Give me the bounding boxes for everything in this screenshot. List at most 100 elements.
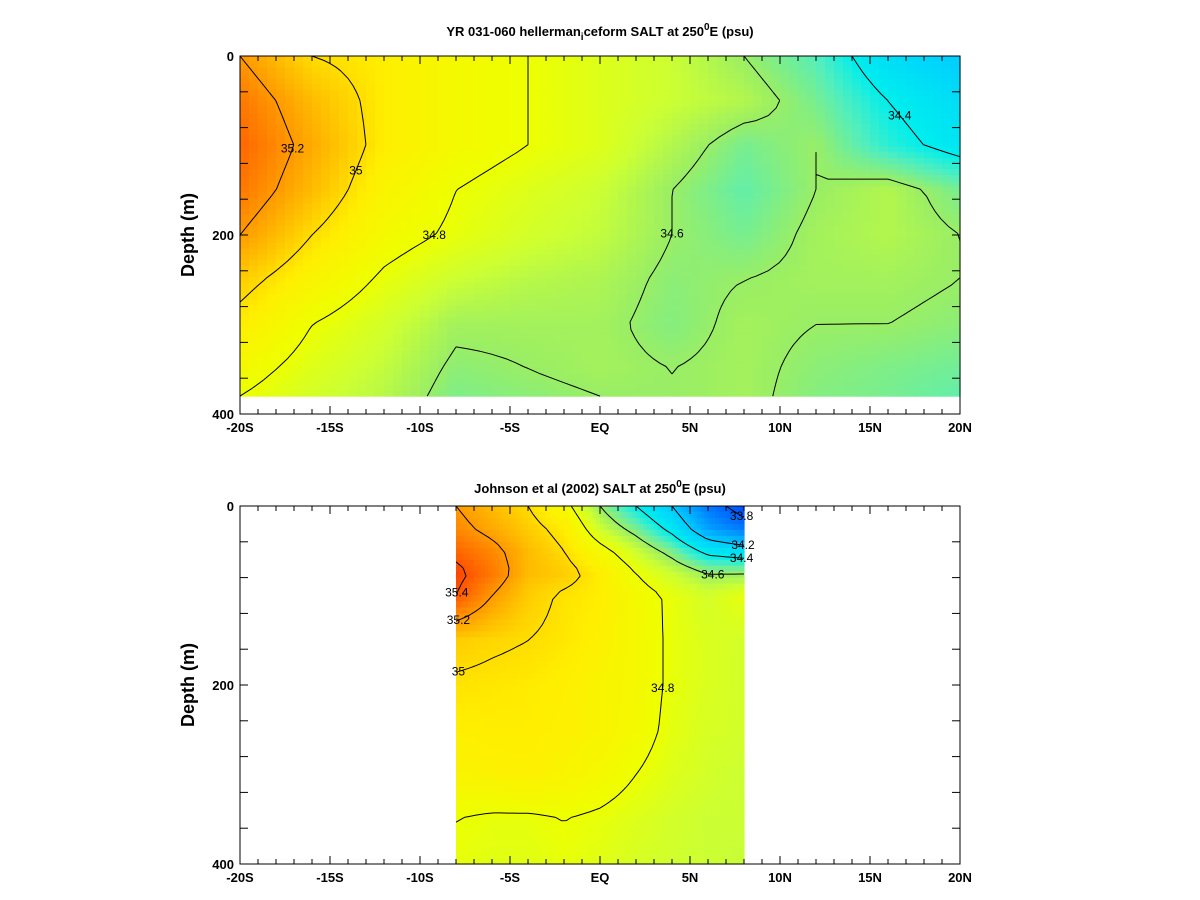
heatmap-cell (330, 288, 340, 295)
heatmap-cell (402, 192, 412, 199)
heatmap-cell (771, 152, 781, 159)
heatmap-cell (420, 67, 430, 74)
heatmap-cell (492, 163, 502, 170)
heatmap-cell (726, 175, 736, 182)
heatmap-cell (429, 129, 439, 136)
heatmap-cell (456, 84, 466, 91)
heatmap-cell (546, 163, 556, 170)
heatmap-cell (312, 294, 322, 301)
heatmap-cell (825, 146, 835, 153)
heatmap-cell (951, 384, 961, 392)
heatmap-cell (879, 124, 889, 131)
heatmap-cell (906, 180, 916, 187)
heatmap-cell (537, 95, 547, 102)
heatmap-cell (933, 390, 943, 397)
heatmap-cell (807, 305, 817, 312)
heatmap-cell (690, 271, 700, 278)
heatmap-cell (384, 379, 394, 386)
heatmap-cell (654, 350, 664, 358)
heatmap-cell (627, 316, 637, 324)
heatmap-cell (591, 316, 601, 324)
heatmap-cell (708, 271, 718, 278)
heatmap-cell (870, 384, 880, 392)
heatmap-cell (555, 67, 565, 74)
heatmap-cell (483, 333, 493, 341)
heatmap-cell (384, 294, 394, 301)
heatmap-cell (501, 56, 511, 63)
heatmap-cell (555, 260, 565, 267)
heatmap-cell (717, 220, 727, 227)
heatmap-cell (654, 243, 664, 250)
heatmap-cell (492, 328, 502, 335)
heatmap-cell (762, 141, 772, 148)
heatmap-cell (816, 277, 826, 284)
y-tick-label: 200 (212, 228, 234, 243)
heatmap-cell (375, 328, 385, 335)
heatmap-cell (591, 226, 601, 233)
heatmap-cell (735, 107, 745, 114)
heatmap-cell (483, 379, 493, 386)
heatmap-cell (852, 345, 862, 352)
heatmap-cell (582, 237, 592, 244)
heatmap-cell (618, 367, 628, 375)
heatmap-cell (438, 390, 448, 397)
heatmap-cell (267, 316, 277, 324)
heatmap-cell (276, 220, 286, 227)
heatmap-cell (357, 146, 367, 153)
heatmap-cell (420, 186, 430, 193)
heatmap-cell (465, 214, 475, 221)
heatmap-cell (735, 231, 745, 238)
heatmap-cell (483, 277, 493, 284)
heatmap-cell (609, 384, 619, 392)
heatmap-cell (600, 112, 610, 119)
heatmap-cell (249, 129, 259, 136)
heatmap-cell (663, 231, 673, 238)
heatmap-cell (861, 231, 871, 238)
heatmap-cell (573, 362, 583, 369)
heatmap-cell (591, 373, 601, 380)
heatmap-cell (285, 158, 295, 165)
heatmap-cell (501, 186, 511, 193)
heatmap-cell (555, 294, 565, 301)
heatmap-cell (933, 180, 943, 187)
heatmap-cell (699, 345, 709, 352)
heatmap-cell (636, 141, 646, 148)
heatmap-cell (573, 158, 583, 165)
heatmap-cell (852, 101, 862, 108)
heatmap-cell (510, 169, 520, 176)
heatmap-cell (843, 384, 853, 392)
heatmap-cell (411, 265, 421, 272)
heatmap-cell (438, 367, 448, 375)
heatmap-cell (258, 67, 268, 74)
heatmap-cell (267, 226, 277, 233)
heatmap-cell (654, 67, 664, 74)
heatmap-cell (330, 299, 340, 307)
heatmap-cell (600, 265, 610, 272)
heatmap-cell (690, 107, 700, 114)
heatmap-cell (735, 214, 745, 221)
heatmap-cell (870, 226, 880, 233)
heatmap-cell (546, 129, 556, 136)
heatmap-cell (744, 112, 754, 119)
heatmap-cell (276, 379, 286, 386)
heatmap-cell (420, 169, 430, 176)
heatmap-cell (492, 209, 502, 216)
heatmap-cell (438, 379, 448, 386)
heatmap-cell (267, 209, 277, 216)
heatmap-cell (762, 328, 772, 335)
heatmap-cell (753, 350, 763, 358)
heatmap-cell (636, 197, 646, 204)
heatmap-cell (690, 316, 700, 324)
heatmap-cell (834, 322, 844, 329)
heatmap-cell (528, 214, 538, 221)
heatmap-cell (312, 141, 322, 148)
heatmap-cell (681, 254, 691, 261)
heatmap-cell (942, 152, 952, 159)
heatmap-cell (906, 260, 916, 267)
heatmap-cell (753, 299, 763, 307)
heatmap-cell (294, 379, 304, 386)
heatmap-cell (393, 390, 403, 397)
heatmap-cell (834, 107, 844, 114)
heatmap-cell (726, 90, 736, 97)
heatmap-cell (780, 180, 790, 187)
